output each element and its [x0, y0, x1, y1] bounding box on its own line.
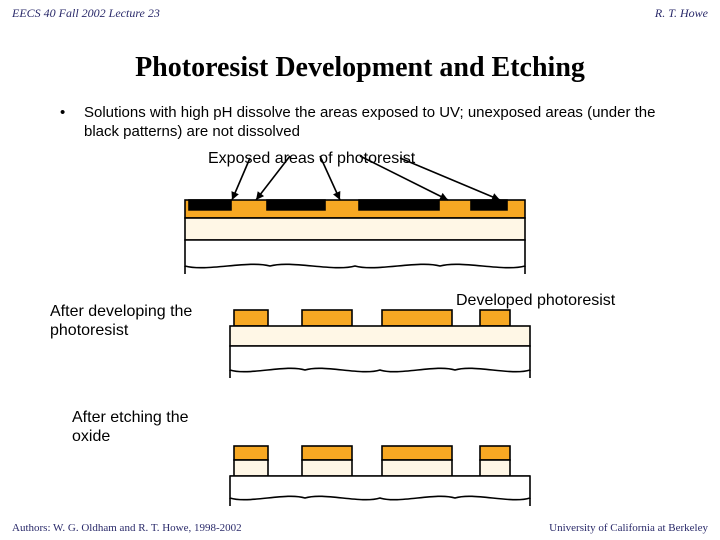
diagram-svg [0, 0, 720, 540]
